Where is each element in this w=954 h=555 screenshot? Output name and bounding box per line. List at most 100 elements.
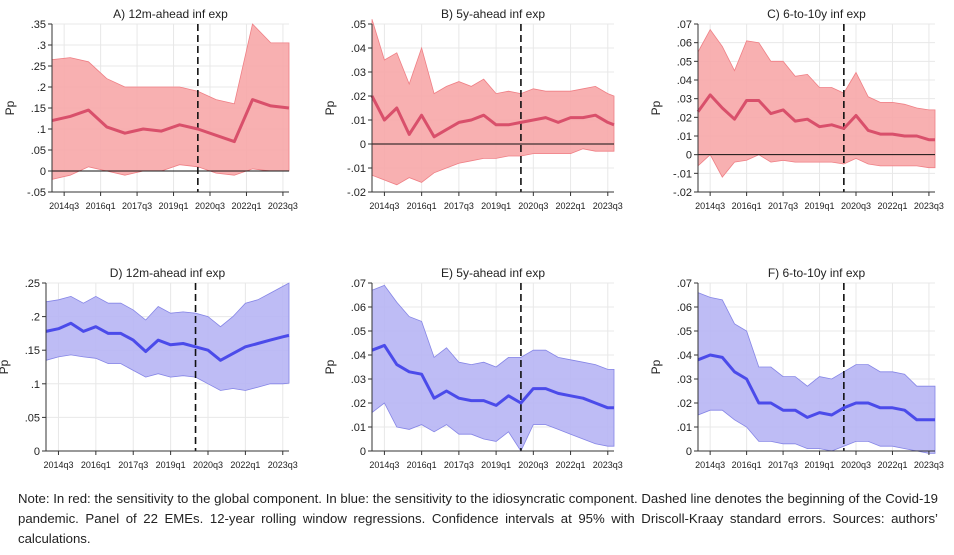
y-tick-label: .1: [31, 379, 40, 391]
x-tick-label: 2022q1: [556, 201, 586, 211]
y-tick-label: -.02: [673, 187, 692, 199]
x-tick-label: 2022q1: [556, 460, 586, 470]
y-tick-label: .15: [31, 103, 46, 115]
y-tick-label: .06: [677, 38, 692, 50]
y-tick-label: -.02: [347, 187, 366, 199]
chart-grid: -.05 0 .05 .1 .15 .2 .25 .3 .35 2014q3 2016q1 2017q…: [0, 7, 944, 470]
confidence-band: [697, 28, 936, 178]
x-tick-label: 2017q3: [768, 460, 798, 470]
confidence-band: [371, 19, 615, 186]
y-tick-label: 0: [686, 150, 692, 162]
y-tick-label: .05: [677, 56, 692, 68]
y-tick-label: .25: [25, 278, 40, 290]
confidence-band: [45, 282, 290, 391]
y-tick-label: .07: [677, 19, 692, 31]
y-tick-label: .03: [677, 94, 692, 106]
x-tick-label: 2023q3: [593, 460, 623, 470]
y-tick-label: .03: [351, 67, 366, 79]
y-tick-label: .01: [677, 422, 692, 434]
y-axis-label: Pp: [649, 359, 663, 374]
y-tick-label: 0: [360, 446, 366, 458]
x-tick-label: 2017q3: [444, 460, 474, 470]
y-tick-label: .02: [351, 398, 366, 410]
x-tick-label: 2014q3: [695, 460, 725, 470]
x-tick-label: 2023q3: [268, 201, 298, 211]
panel-title: F) 6-to-10y inf exp: [768, 266, 866, 280]
x-tick-label: 2020q3: [518, 460, 548, 470]
x-tick-label: 2014q3: [49, 201, 79, 211]
y-tick-label: .04: [677, 350, 692, 362]
y-tick-label: .01: [351, 115, 366, 127]
y-tick-label: .07: [351, 278, 366, 290]
y-tick-label: .1: [37, 124, 46, 136]
x-tick-label: 2017q3: [444, 201, 474, 211]
y-tick-label: 0: [34, 446, 40, 458]
chart-panel: 0 .05 .1 .15 .2 .25 2014q3 2016q1 2017q3 2019q1 20…: [0, 266, 298, 470]
x-tick-label: 2020q3: [841, 201, 871, 211]
y-tick-label: .04: [351, 43, 366, 55]
x-tick-label: 2014q3: [43, 460, 73, 470]
x-tick-label: 2014q3: [369, 201, 399, 211]
chart-panel: -.02 -.01 0 .01 .02 .03 .04 .05 2014q3 2016q1 2017…: [323, 7, 623, 211]
x-tick-label: 2014q3: [369, 460, 399, 470]
panel-title: A) 12m-ahead inf exp: [113, 7, 228, 21]
figure-note: Note: In red: the sensitivity to the glo…: [18, 491, 938, 546]
y-axis-label: Pp: [323, 359, 337, 374]
y-axis-label: Pp: [323, 100, 337, 115]
series-line: [51, 98, 290, 144]
x-tick-label: 2020q3: [518, 201, 548, 211]
x-tick-label: 2016q1: [407, 460, 437, 470]
y-axis-label: Pp: [649, 100, 663, 115]
y-tick-label: .01: [351, 422, 366, 434]
series-line: [696, 93, 935, 142]
y-tick-label: .06: [351, 302, 366, 314]
x-tick-label: 2017q3: [118, 460, 148, 470]
y-tick-label: .05: [31, 145, 46, 157]
y-tick-label: .03: [351, 374, 366, 386]
y-tick-label: .06: [677, 302, 692, 314]
x-tick-label: 2019q1: [805, 460, 835, 470]
y-tick-label: .01: [677, 131, 692, 143]
charts-svg: -.05 0 .05 .1 .15 .2 .25 .3 .35 2014q3 2016q1 2017q…: [0, 7, 944, 470]
chart-panel: -.02 -.01 0 .01 .02 .03 .04 .05 .06 .07 2014q3 2016…: [649, 7, 944, 211]
y-tick-label: -.01: [673, 168, 692, 180]
x-tick-label: 2016q1: [81, 460, 111, 470]
x-tick-label: 2020q3: [841, 460, 871, 470]
x-tick-label: 2016q1: [732, 460, 762, 470]
x-tick-label: 2019q1: [156, 460, 186, 470]
y-tick-label: .02: [677, 112, 692, 124]
x-tick-label: 2016q1: [86, 201, 116, 211]
y-tick-label: .05: [351, 19, 366, 31]
series-line: [45, 321, 290, 362]
y-tick-label: .04: [677, 75, 692, 87]
panel-title: C) 6-to-10y inf exp: [767, 7, 866, 21]
y-tick-label: .35: [31, 19, 46, 31]
y-axis-label: Pp: [3, 100, 17, 115]
x-tick-label: 2019q1: [805, 201, 835, 211]
y-tick-label: .05: [351, 326, 366, 338]
confidence-band: [371, 284, 615, 452]
x-tick-label: 2020q3: [193, 460, 223, 470]
x-tick-label: 2014q3: [695, 201, 725, 211]
x-tick-label: 2019q1: [159, 201, 189, 211]
y-tick-label: .2: [31, 312, 40, 324]
series-line: [371, 343, 614, 410]
y-tick-label: 0: [40, 166, 46, 178]
panel-title: E) 5y-ahead inf exp: [441, 266, 545, 280]
chart-panel: -.05 0 .05 .1 .15 .2 .25 .3 .35 2014q3 2016q1 2017q…: [3, 7, 298, 211]
y-tick-label: .03: [677, 374, 692, 386]
x-tick-label: 2016q1: [407, 201, 437, 211]
x-tick-label: 2023q3: [593, 201, 623, 211]
y-tick-label: .25: [31, 61, 46, 73]
series-line: [697, 353, 935, 422]
y-tick-label: .2: [37, 82, 46, 94]
y-tick-label: .05: [25, 412, 40, 424]
panel-title: B) 5y-ahead inf exp: [441, 7, 545, 21]
x-tick-label: 2017q3: [768, 201, 798, 211]
confidence-band: [697, 292, 936, 454]
y-tick-label: 0: [686, 446, 692, 458]
confidence-band: [51, 23, 290, 180]
series-line: [370, 95, 615, 139]
x-tick-label: 2019q1: [481, 201, 511, 211]
y-tick-label: .04: [351, 350, 366, 362]
